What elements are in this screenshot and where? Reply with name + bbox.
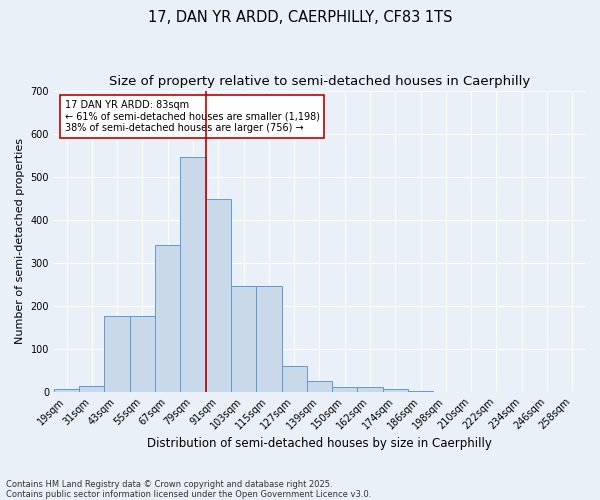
Bar xyxy=(79,386,104,392)
X-axis label: Distribution of semi-detached houses by size in Caerphilly: Distribution of semi-detached houses by … xyxy=(147,437,492,450)
Bar xyxy=(155,246,181,392)
Bar xyxy=(206,199,231,392)
Y-axis label: Number of semi-detached properties: Number of semi-detached properties xyxy=(15,138,25,344)
Bar xyxy=(256,286,281,392)
Bar xyxy=(231,286,256,392)
Bar xyxy=(130,316,155,392)
Title: Size of property relative to semi-detached houses in Caerphilly: Size of property relative to semi-detach… xyxy=(109,75,530,88)
Bar xyxy=(408,390,433,392)
Bar xyxy=(307,381,332,392)
Bar xyxy=(383,390,408,392)
Bar xyxy=(104,316,130,392)
Text: 17 DAN YR ARDD: 83sqm
← 61% of semi-detached houses are smaller (1,198)
38% of s: 17 DAN YR ARDD: 83sqm ← 61% of semi-deta… xyxy=(65,100,320,133)
Bar xyxy=(281,366,307,392)
Bar xyxy=(332,388,358,392)
Bar xyxy=(358,388,383,392)
Bar xyxy=(54,390,79,392)
Text: Contains HM Land Registry data © Crown copyright and database right 2025.
Contai: Contains HM Land Registry data © Crown c… xyxy=(6,480,371,499)
Text: 17, DAN YR ARDD, CAERPHILLY, CF83 1TS: 17, DAN YR ARDD, CAERPHILLY, CF83 1TS xyxy=(148,10,452,25)
Bar xyxy=(181,157,206,392)
